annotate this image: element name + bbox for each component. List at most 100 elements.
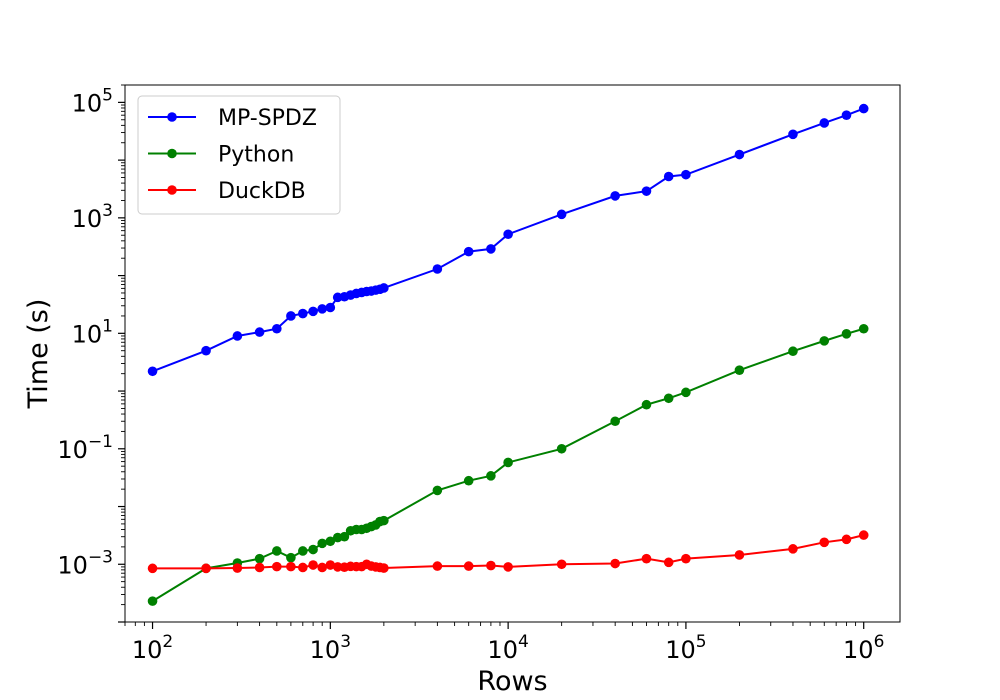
data-point xyxy=(610,558,620,569)
legend-item: MP-SPDZ xyxy=(148,106,317,131)
data-point xyxy=(272,561,282,572)
data-point xyxy=(819,118,830,128)
data-point xyxy=(325,536,336,547)
data-point xyxy=(858,103,869,114)
x-tick-label: 104 xyxy=(487,632,528,664)
data-point xyxy=(272,546,282,556)
data-point xyxy=(147,366,158,377)
data-point xyxy=(734,149,745,160)
data-point xyxy=(147,563,158,574)
legend-marker xyxy=(167,185,177,195)
data-point xyxy=(819,336,830,346)
data-point xyxy=(858,323,869,334)
data-point xyxy=(254,553,265,564)
data-point xyxy=(463,246,474,257)
legend-item: Python xyxy=(148,143,294,168)
legend-item: DuckDB xyxy=(148,179,306,204)
legend-label: DuckDB xyxy=(218,179,306,204)
data-point xyxy=(308,306,318,317)
y-tick-label: 101 xyxy=(72,316,113,348)
data-point xyxy=(663,557,674,568)
y-tick-label: 10−3 xyxy=(57,547,113,579)
data-point xyxy=(486,560,496,571)
data-point xyxy=(610,191,620,201)
data-point xyxy=(681,169,691,180)
data-point xyxy=(503,562,513,572)
data-point xyxy=(486,244,496,254)
data-point xyxy=(841,534,852,545)
series-duckdb xyxy=(147,530,869,574)
data-point xyxy=(681,553,691,564)
y-tick-label: 103 xyxy=(72,201,113,233)
data-point xyxy=(201,563,211,574)
data-point xyxy=(788,129,798,140)
data-point xyxy=(663,393,674,404)
data-point xyxy=(297,562,308,573)
series-python xyxy=(147,323,869,606)
data-point xyxy=(556,443,567,454)
data-point xyxy=(463,475,474,486)
data-point xyxy=(286,561,296,572)
legend-label: Python xyxy=(218,143,294,168)
data-point xyxy=(254,562,265,573)
data-point xyxy=(486,471,496,481)
data-point xyxy=(819,537,830,548)
x-axis-ticks: 102 103 104 105 106 xyxy=(124,622,884,664)
x-tick-label: 103 xyxy=(310,632,351,664)
data-point xyxy=(556,209,567,220)
legend: MP-SPDZ Python DuckDB xyxy=(137,95,341,215)
data-point xyxy=(556,559,567,570)
data-point xyxy=(232,331,243,341)
y-axis-ticks: 10−3 10−1 101 103 105 xyxy=(57,84,125,623)
data-point xyxy=(641,553,652,564)
series-mp-spdz xyxy=(147,103,869,377)
data-point xyxy=(432,561,443,571)
data-point xyxy=(308,544,318,555)
data-point xyxy=(286,311,296,321)
data-point xyxy=(325,560,336,570)
data-point xyxy=(147,596,158,606)
x-tick-label: 105 xyxy=(665,632,706,664)
data-point xyxy=(232,563,243,573)
data-point xyxy=(734,365,745,375)
data-point xyxy=(339,531,350,542)
data-point xyxy=(788,346,798,357)
data-point xyxy=(641,186,652,196)
x-tick-label: 102 xyxy=(132,632,173,664)
data-point xyxy=(379,515,389,526)
data-point xyxy=(201,345,211,356)
y-tick-label: 10−1 xyxy=(57,432,113,464)
data-point xyxy=(610,416,620,427)
series-layer xyxy=(147,103,869,606)
data-point xyxy=(463,561,474,571)
data-point xyxy=(663,171,674,182)
y-axis-title: Time (s) xyxy=(23,299,54,410)
data-point xyxy=(297,308,308,319)
data-point xyxy=(858,530,869,540)
data-point xyxy=(681,387,691,398)
data-point xyxy=(503,457,513,468)
data-point xyxy=(503,229,513,240)
data-point xyxy=(432,264,443,274)
data-point xyxy=(432,485,443,496)
legend-label: MP-SPDZ xyxy=(218,106,317,131)
y-tick-label: 105 xyxy=(72,85,113,117)
data-point xyxy=(297,546,308,556)
legend-box xyxy=(137,95,341,215)
data-point xyxy=(734,550,745,560)
legend-marker xyxy=(167,112,177,122)
legend-marker xyxy=(167,148,177,159)
data-point xyxy=(308,560,318,570)
data-point xyxy=(272,323,282,334)
data-point xyxy=(788,544,798,554)
data-point xyxy=(317,562,327,573)
data-point xyxy=(332,562,343,572)
data-point xyxy=(379,563,389,573)
data-point xyxy=(641,399,652,410)
data-point xyxy=(317,538,327,549)
data-point xyxy=(286,552,296,563)
data-point xyxy=(317,304,327,314)
x-tick-label: 106 xyxy=(843,632,884,664)
data-point xyxy=(841,329,852,339)
